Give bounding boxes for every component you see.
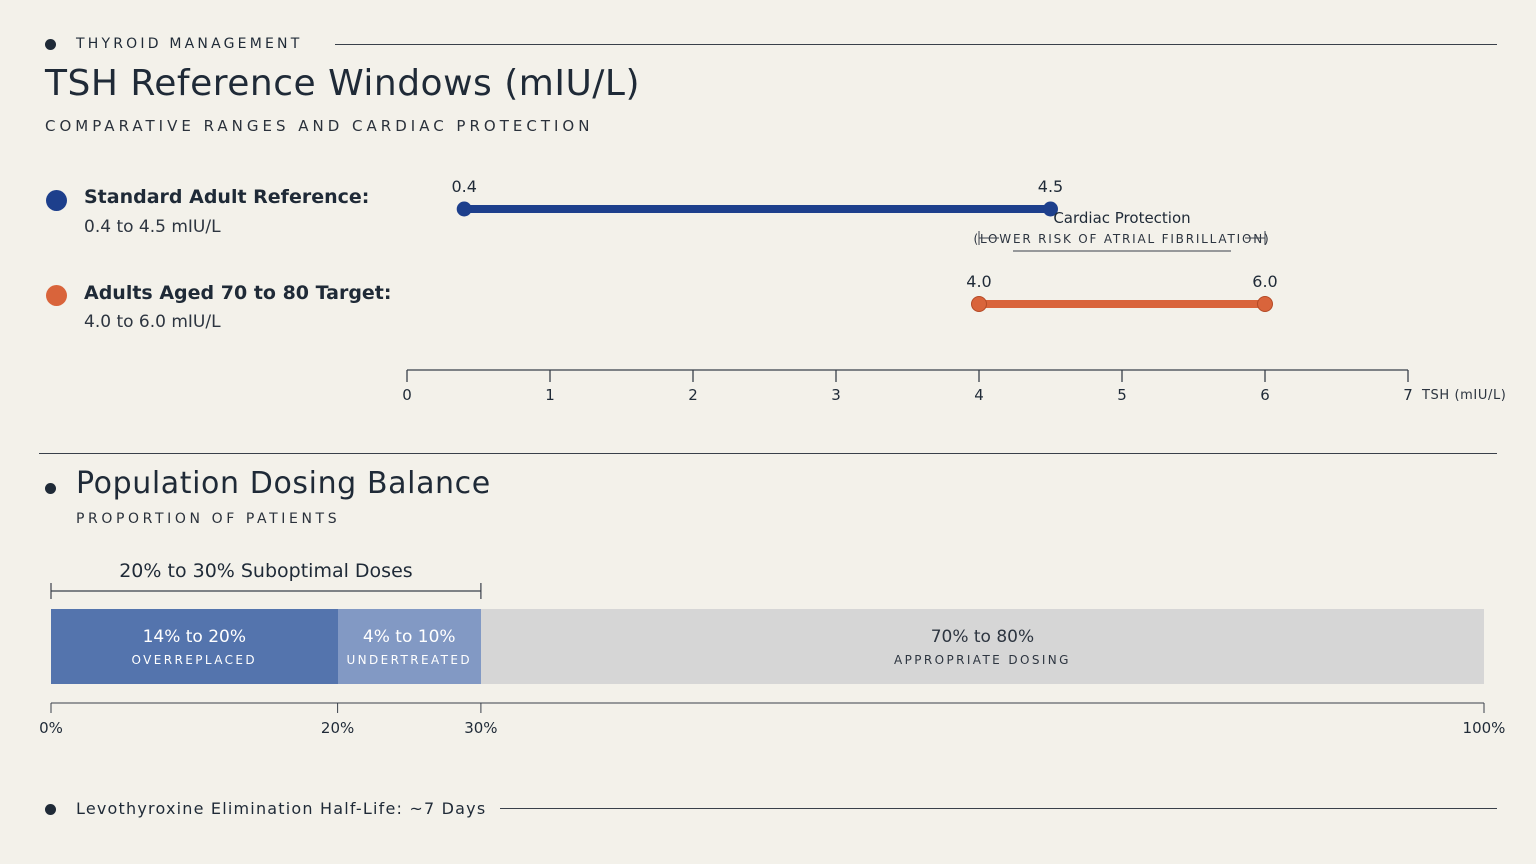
tsh-range-chart: 0 1 2 3 4 5 6 7 TSH (mIU/L) 0.4 4.5 4.0 6.0 Cardiac P… <box>402 177 1506 404</box>
range-end-label: 6.0 <box>1252 272 1277 291</box>
bracket-label: 20% to 30% Suboptimal Doses <box>119 560 412 582</box>
range-start-label: 4.0 <box>966 272 991 291</box>
page-subtitle: COMPARATIVE RANGES AND CARDIAC PROTECTIO… <box>45 117 594 135</box>
legend-sub-elderly: 4.0 to 6.0 mIU/L <box>84 312 221 332</box>
header-kicker: THYROID MANAGEMENT <box>76 36 303 52</box>
x-tick-label: 7 <box>1403 386 1413 404</box>
dosing-balance-chart: 20% to 30% Suboptimal Doses 0% 20% 30% 100% <box>39 560 1506 737</box>
segment-value: 4% to 10% <box>362 626 456 647</box>
page-title: TSH Reference Windows (mIU/L) <box>45 63 641 104</box>
annotation-title: Cardiac Protection <box>1053 209 1190 227</box>
header-bullet-icon <box>45 39 56 50</box>
legend-dot-standard-icon <box>46 190 67 211</box>
footer-bullet-icon <box>45 804 56 815</box>
legend-sub-standard: 0.4 to 4.5 mIU/L <box>84 217 221 237</box>
footer-note: Levothyroxine Elimination Half-Life: ~7 … <box>76 799 487 818</box>
section-divider <box>39 453 1497 454</box>
x-axis-label: TSH (mIU/L) <box>1421 388 1506 403</box>
segment-value: 70% to 80% <box>930 626 1035 647</box>
footer-divider <box>500 808 1497 809</box>
segment-label: OVERREPLACED <box>131 652 258 667</box>
range-end-point <box>1257 296 1273 312</box>
section2-bullet-icon <box>45 483 56 494</box>
bar-segment-undertreated: 4% to 10% UNDERTREATED <box>337 609 481 684</box>
x-tick-label: 0 <box>402 386 412 404</box>
percent-tick-label: 20% <box>321 719 354 737</box>
range-end-point <box>1043 201 1058 217</box>
segment-value: 14% to 20% <box>142 626 247 647</box>
x-tick-label: 4 <box>974 386 984 404</box>
x-tick-label: 1 <box>545 386 555 404</box>
bar-segment-overreplaced: 14% to 20% OVERREPLACED <box>51 609 338 684</box>
range-start-point <box>456 201 472 217</box>
segment-label: APPROPRIATE DOSING <box>893 652 1071 667</box>
x-tick-label: 6 <box>1260 386 1270 404</box>
range-start-label: 0.4 <box>451 177 476 196</box>
percent-tick-label: 30% <box>464 719 497 737</box>
segment-label: UNDERTREATED <box>346 652 472 667</box>
x-tick-label: 5 <box>1117 386 1127 404</box>
x-tick-label: 3 <box>831 386 841 404</box>
section2-subtitle: PROPORTION OF PATIENTS <box>76 511 341 527</box>
percent-tick-label: 100% <box>1463 719 1506 737</box>
bar-segment-appropriate: 70% to 80% APPROPRIATE DOSING <box>480 609 1484 684</box>
annotation-note: (LOWER RISK OF ATRIAL FIBRILLATION) <box>974 232 1271 246</box>
range-start-point <box>971 296 987 312</box>
legend-title-standard: Standard Adult Reference: <box>84 186 370 208</box>
header-divider <box>335 44 1497 45</box>
section2-title: Population Dosing Balance <box>76 466 491 501</box>
percent-tick-label: 0% <box>39 719 63 737</box>
legend-dot-elderly-icon <box>46 285 67 306</box>
range-end-label: 4.5 <box>1038 177 1063 196</box>
legend-title-elderly: Adults Aged 70 to 80 Target: <box>84 282 392 304</box>
x-tick-label: 2 <box>688 386 698 404</box>
